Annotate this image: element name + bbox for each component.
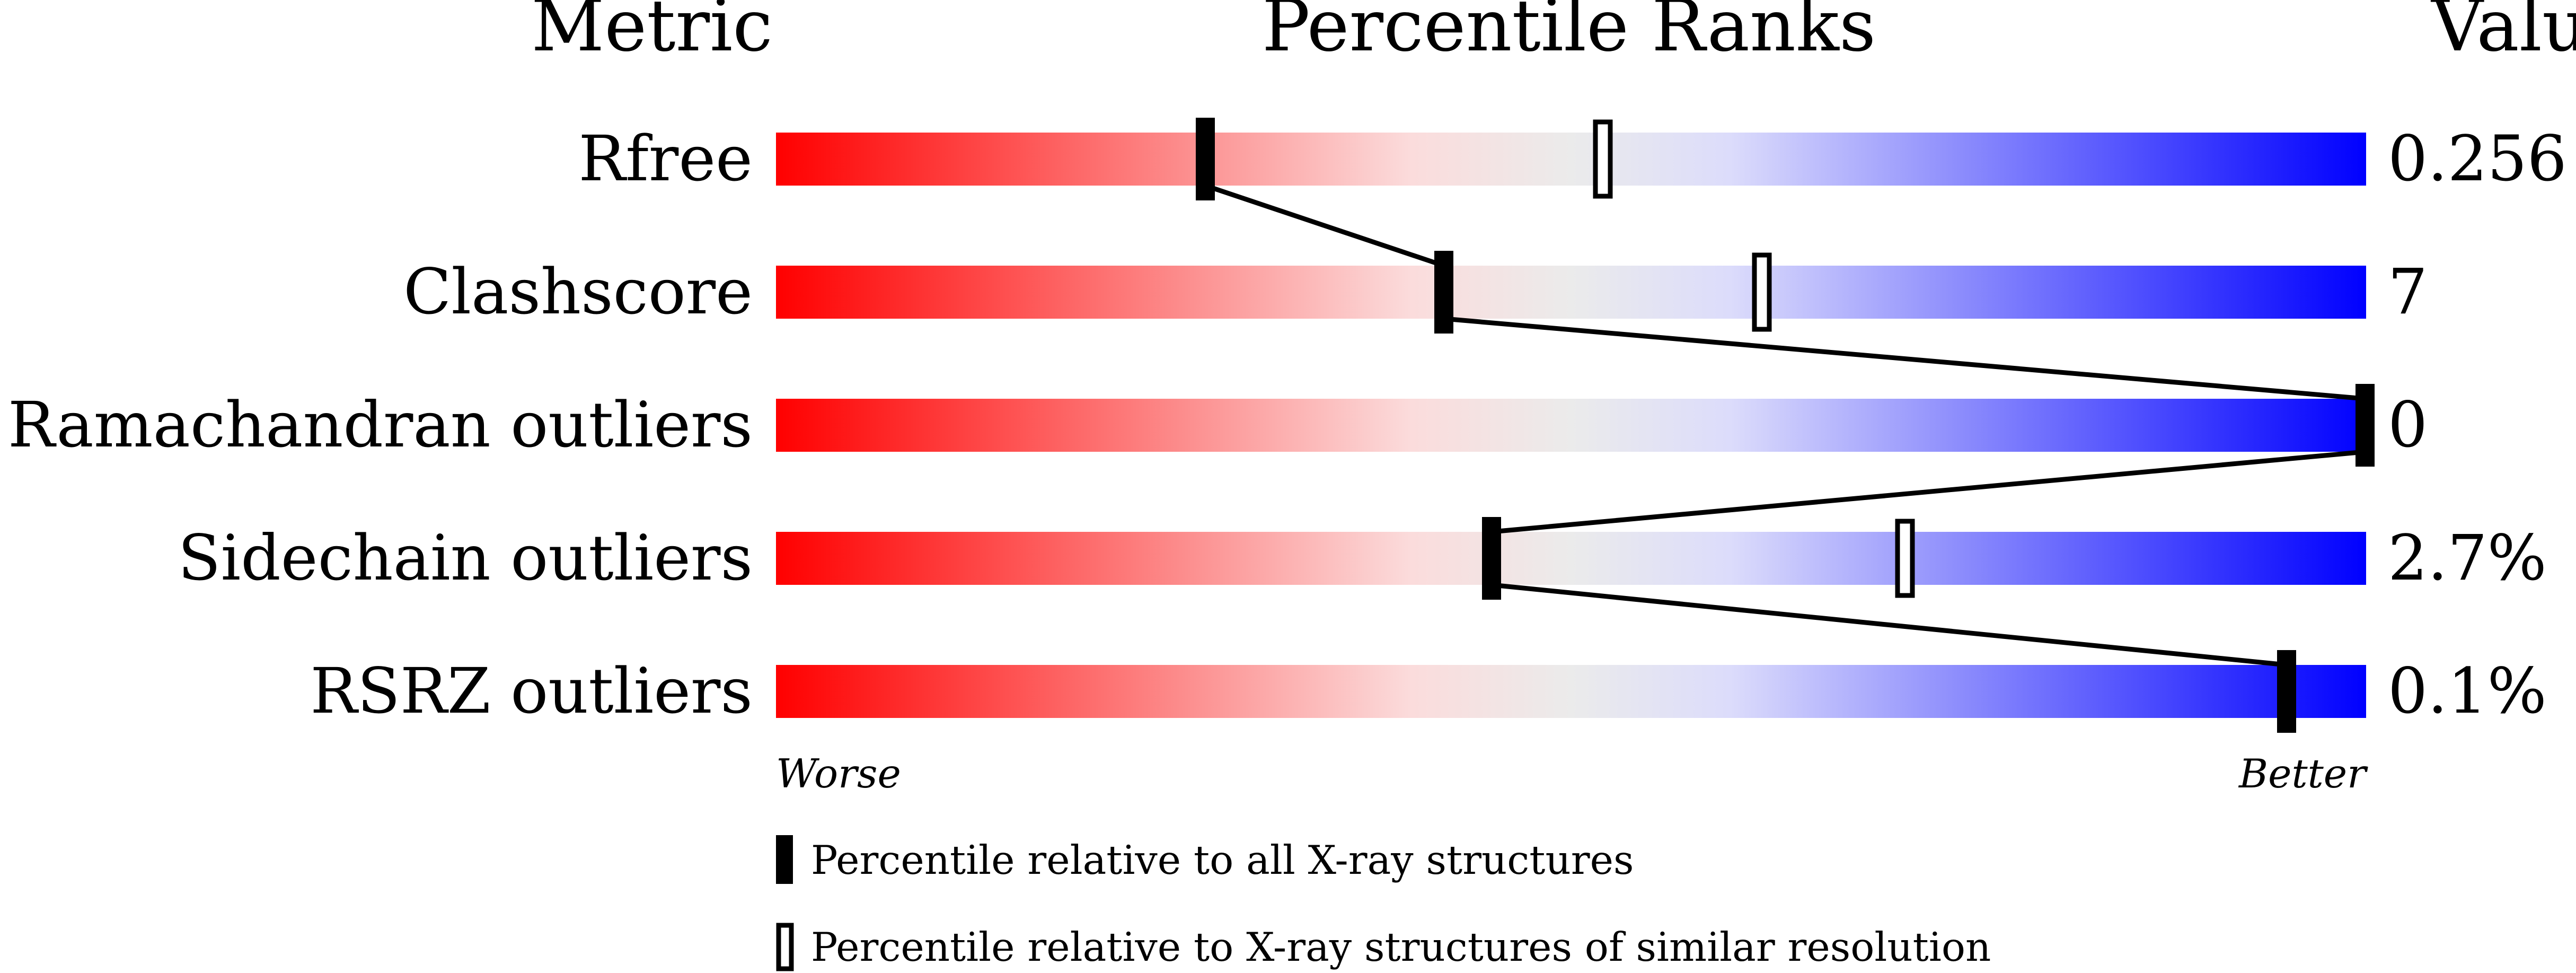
header-percentile-ranks: Percentile Ranks <box>1262 0 1876 67</box>
all-structures-marker <box>1196 118 1215 200</box>
gradient-bar <box>776 532 2366 585</box>
gradient-bar <box>776 266 2366 319</box>
metric-value: 0 <box>2388 388 2428 461</box>
better-label: Better <box>2238 750 2368 797</box>
header-value: Value <box>2430 0 2576 67</box>
metric-label: Rfree <box>578 122 753 195</box>
all-structures-marker <box>2277 650 2296 733</box>
all-structures-marker <box>1434 251 1453 334</box>
legend-filled-marker-icon <box>776 835 793 884</box>
similar-resolution-marker <box>1752 252 1772 332</box>
legend-open-marker-icon <box>776 923 794 971</box>
gradient-bar <box>776 665 2366 718</box>
gradient-bar <box>776 133 2366 186</box>
header-metric: Metric <box>531 0 773 67</box>
legend-all: Percentile relative to all X-ray structu… <box>811 837 1634 883</box>
connector-line <box>1491 582 2287 668</box>
metric-value: 0.256 <box>2388 122 2567 195</box>
metric-label: Ramachandran outliers <box>8 388 753 461</box>
gradient-bar <box>776 399 2366 452</box>
metric-value: 7 <box>2388 255 2428 328</box>
legend-similar: Percentile relative to X-ray structures … <box>811 924 1991 970</box>
similar-resolution-marker <box>1895 519 1915 598</box>
all-structures-marker <box>2356 384 2375 467</box>
metric-label: Sidechain outliers <box>178 521 753 594</box>
connector-line <box>1443 316 2366 401</box>
metric-value: 0.1% <box>2388 654 2547 727</box>
connector-line <box>1491 449 2366 534</box>
similar-resolution-marker <box>1593 119 1613 199</box>
metric-label: RSRZ outliers <box>310 654 753 727</box>
worse-label: Worse <box>776 750 901 797</box>
connector-line <box>1204 183 1445 268</box>
metric-value: 2.7% <box>2388 521 2547 594</box>
all-structures-marker <box>1482 517 1501 600</box>
metric-label: Clashscore <box>403 255 753 328</box>
